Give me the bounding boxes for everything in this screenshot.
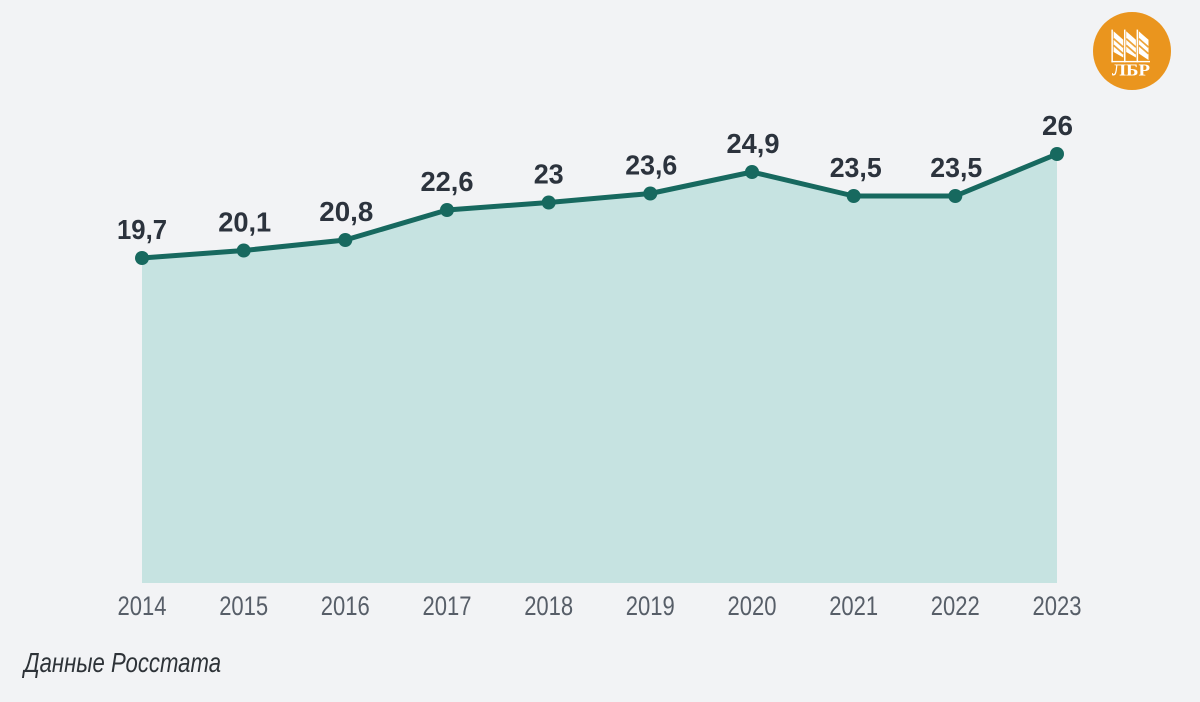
svg-text:2021: 2021 bbox=[829, 591, 878, 621]
svg-text:2014: 2014 bbox=[118, 591, 167, 621]
svg-text:23,5: 23,5 bbox=[930, 152, 982, 183]
svg-text:24,9: 24,9 bbox=[727, 128, 780, 159]
svg-text:23,5: 23,5 bbox=[830, 152, 882, 183]
svg-text:20,8: 20,8 bbox=[319, 196, 373, 227]
svg-text:26: 26 bbox=[1042, 110, 1073, 141]
svg-text:2015: 2015 bbox=[219, 591, 268, 621]
svg-text:22,6: 22,6 bbox=[421, 166, 474, 197]
svg-text:2020: 2020 bbox=[728, 591, 777, 621]
svg-text:23: 23 bbox=[534, 159, 564, 190]
svg-text:Данные Росстата: Данные Росстата bbox=[22, 647, 221, 678]
svg-text:2023: 2023 bbox=[1033, 591, 1082, 621]
svg-text:2022: 2022 bbox=[931, 591, 980, 621]
svg-text:2017: 2017 bbox=[423, 591, 472, 621]
svg-text:2016: 2016 bbox=[321, 591, 370, 621]
svg-text:23,6: 23,6 bbox=[625, 150, 677, 181]
svg-text:ЛБР: ЛБР bbox=[1112, 61, 1150, 80]
svg-text:20,1: 20,1 bbox=[218, 207, 271, 238]
svg-text:2019: 2019 bbox=[626, 591, 675, 621]
svg-text:19,7: 19,7 bbox=[117, 214, 167, 245]
svg-text:2018: 2018 bbox=[524, 591, 573, 621]
